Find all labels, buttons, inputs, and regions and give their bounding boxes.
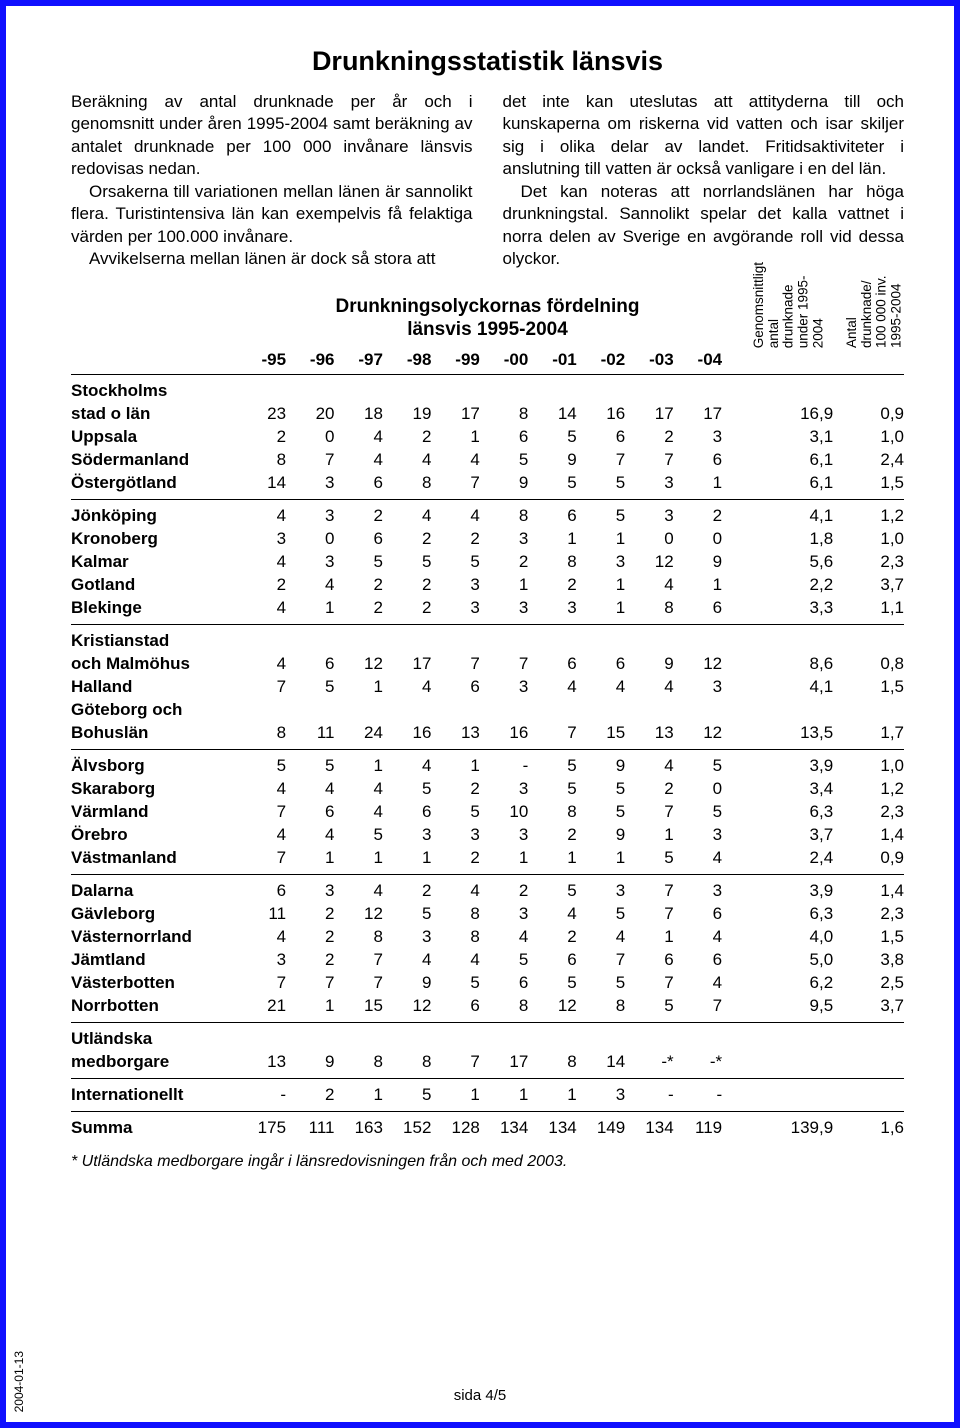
table-wrap: Genomsnittligt antal drunknade under 199…	[71, 348, 904, 1139]
table-row: Värmland764651085756,32,3	[71, 800, 904, 823]
table-row: Kalmar435552831295,62,3	[71, 550, 904, 573]
table-row: Älvsborg55141-59453,91,0	[71, 749, 904, 777]
vertical-header-labels: Genomsnittligt antal drunknade under 199…	[752, 262, 904, 348]
table-row: Gotland24223121412,23,7	[71, 573, 904, 596]
header-row: -95 -96 -97 -98 -99 -00 -01 -02 -03 -04	[71, 348, 904, 374]
table-row: Göteborg och	[71, 698, 904, 721]
footnote: * Utländska medborgare ingår i länsredov…	[71, 1153, 904, 1171]
data-table: -95 -96 -97 -98 -99 -00 -01 -02 -03 -04 …	[71, 348, 904, 1139]
table-row: Västmanland71112111542,40,9	[71, 846, 904, 874]
table-row: Kronoberg30622311001,81,0	[71, 527, 904, 550]
table-row: Kristianstad	[71, 624, 904, 652]
intro-left-p3: Avvikelserna mellan länen är dock så sto…	[71, 248, 473, 270]
table-row: Halland75146344434,11,5	[71, 675, 904, 698]
table-row: Norrbotten211151268128579,53,7	[71, 994, 904, 1022]
table-row: Örebro44533329133,71,4	[71, 823, 904, 846]
intro-right-p1: det inte kan uteslutas att attityderna t…	[503, 91, 905, 181]
table-row: Uppsala20421656233,11,0	[71, 425, 904, 448]
table-row: stad o län232018191781416171716,90,9	[71, 402, 904, 425]
table-row: Jämtland32744567665,03,8	[71, 948, 904, 971]
table-row: Internationellt-2151113--	[71, 1078, 904, 1111]
table-row: Dalarna63424253733,91,4	[71, 874, 904, 902]
avg-label: Genomsnittligt antal drunknade under 199…	[752, 262, 826, 348]
intro-left-p1: Beräkning av antal drunknade per år och …	[71, 91, 473, 181]
table-row: Bohuslän81124161316715131213,51,7	[71, 721, 904, 749]
table-row: Västerbotten77795655746,22,5	[71, 971, 904, 994]
table-row: Östergötland143687955316,11,5	[71, 471, 904, 499]
table-row: och Malmöhus46121777669128,60,8	[71, 652, 904, 675]
intro-left: Beräkning av antal drunknade per år och …	[71, 91, 473, 271]
table-row: Jönköping43244865324,11,2	[71, 499, 904, 527]
per100k-label: Antal drunknade/ 100 000 inv. 1995-2004	[845, 262, 904, 348]
table-row: Västernorrland42838424144,01,5	[71, 925, 904, 948]
table-row: Skaraborg44452355203,41,2	[71, 777, 904, 800]
page-title: Drunkningsstatistik länsvis	[71, 46, 904, 77]
table-row: Utländska	[71, 1022, 904, 1050]
page-footer: sida 4/5	[6, 1387, 954, 1404]
intro-columns: Beräkning av antal drunknade per år och …	[71, 91, 904, 271]
page-frame: Drunkningsstatistik länsvis Beräkning av…	[0, 0, 960, 1428]
table-row: medborgare13988717814-*-*	[71, 1050, 904, 1078]
intro-right: det inte kan uteslutas att attityderna t…	[503, 91, 905, 271]
table-row: Stockholms	[71, 374, 904, 402]
intro-right-p2: Det kan noteras att norrlandslänen har h…	[503, 181, 905, 271]
table-row: Summa175111163152128134134149134119139,9…	[71, 1111, 904, 1139]
table-row: Södermanland87444597766,12,4	[71, 448, 904, 471]
intro-left-p2: Orsakerna till variationen mellan länen …	[71, 181, 473, 248]
table-row: Gävleborg1121258345766,32,3	[71, 902, 904, 925]
table-row: Blekinge41223331863,31,1	[71, 596, 904, 624]
